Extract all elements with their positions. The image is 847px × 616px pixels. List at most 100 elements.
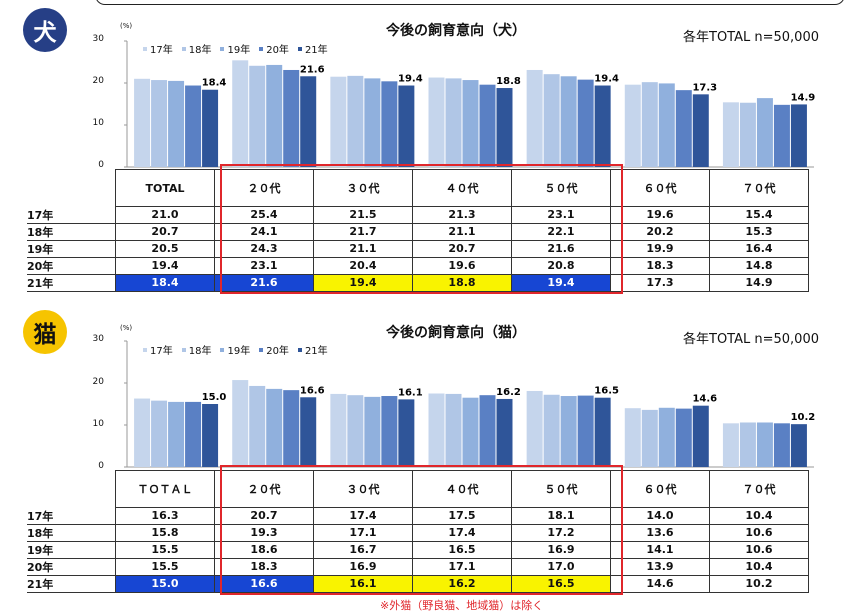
table-cell: 15.3 <box>709 223 809 241</box>
table-cell: 17.1 <box>412 558 512 576</box>
bar <box>594 85 611 167</box>
table-row: 17年 16.3 20.7 17.4 17.5 18.1 14.0 10.4 <box>27 507 809 525</box>
legend-item: 17年 <box>143 342 173 357</box>
bar <box>398 399 415 467</box>
legend-item: 18年 <box>181 342 211 357</box>
bar <box>773 423 790 467</box>
bar <box>398 85 415 167</box>
bar <box>675 408 692 467</box>
table-cell: 15.8 <box>115 524 215 542</box>
row-label: 18年 <box>27 223 116 241</box>
data-label: 10.2 <box>791 412 816 423</box>
dog-legend: 17年 18年 19年 20年 21年 <box>143 41 328 56</box>
table-cell: 25.4 <box>214 206 314 224</box>
table-cell: 15.4 <box>709 206 809 224</box>
dog-ytick-10: 10 <box>92 118 104 128</box>
column-header: ２０代 <box>214 169 314 207</box>
table-cell: 17.4 <box>412 524 512 542</box>
bar <box>658 83 675 167</box>
bar <box>790 104 807 167</box>
bar <box>266 388 283 467</box>
table-cell: 14.1 <box>610 541 710 559</box>
bar <box>624 84 641 167</box>
bar <box>692 405 709 467</box>
table-cell: 16.9 <box>511 541 611 559</box>
bar <box>526 69 543 167</box>
bar <box>283 69 300 167</box>
bar <box>249 65 266 167</box>
row-label: 21年 <box>27 274 116 292</box>
table-cell: 21.6 <box>511 240 611 258</box>
table-header-row: ＴＯＴＡＬ ２０代 ３０代 ４０代 ５０代 ６０代 ７０代 <box>27 470 809 508</box>
table-cell: 19.9 <box>610 240 710 258</box>
bar <box>624 408 641 467</box>
table-cell: 15.5 <box>115 558 215 576</box>
table-cell: 18.6 <box>214 541 314 559</box>
bar <box>283 390 300 467</box>
table-cell: 16.2 <box>412 575 512 593</box>
column-header: ７０代 <box>709 470 809 508</box>
table-cell: 10.4 <box>709 507 809 525</box>
table-cell: 19.4 <box>511 274 611 292</box>
bar <box>232 380 249 467</box>
bar <box>722 102 739 167</box>
bar <box>202 89 219 167</box>
table-row: 17年 21.0 25.4 21.5 21.3 23.1 19.6 15.4 <box>27 206 809 224</box>
legend-item: 18年 <box>181 41 211 56</box>
row-label: 19年 <box>27 240 116 258</box>
table-row: 21年 15.0 16.6 16.1 16.2 16.5 14.6 10.2 <box>27 575 809 593</box>
table-cell: 17.3 <box>610 274 710 292</box>
table-cell: 10.6 <box>709 541 809 559</box>
legend-label: 21年 <box>304 346 328 357</box>
bar <box>330 393 347 467</box>
bar <box>347 75 364 167</box>
table-cell: 16.6 <box>214 575 314 593</box>
table-cell: 18.1 <box>511 507 611 525</box>
bar <box>739 102 756 167</box>
table-row: 18年 15.8 19.3 17.1 17.4 17.2 13.6 10.6 <box>27 524 809 542</box>
bar <box>300 76 317 167</box>
bar <box>560 396 577 467</box>
data-label: 17.3 <box>692 82 717 93</box>
legend-item: 19年 <box>220 41 250 56</box>
bar <box>756 422 773 467</box>
legend-label: 20年 <box>266 45 289 56</box>
dog-sample-size: 各年TOTAL n=50,000 <box>683 30 819 45</box>
table-cell: 19.4 <box>115 257 215 275</box>
bar <box>445 78 462 167</box>
bar <box>232 60 249 167</box>
legend-swatch <box>220 347 225 352</box>
cat-ytick-30: 30 <box>92 334 104 344</box>
cat-sample-size: 各年TOTAL n=50,000 <box>683 332 819 347</box>
bar <box>756 98 773 167</box>
table-cell: 15.5 <box>115 541 215 559</box>
table-row: 20年 19.4 23.1 20.4 19.6 20.8 18.3 14.8 <box>27 257 809 275</box>
bar <box>185 401 202 467</box>
bar <box>675 90 692 167</box>
data-label: 18.4 <box>202 78 227 89</box>
data-label: 14.9 <box>791 92 816 103</box>
cat-bar-chart: 15.0 16.6 16.1 16.2 16.5 14.6 10.2 <box>124 340 816 468</box>
legend-swatch <box>220 46 225 51</box>
table-row: 21年 18.4 21.6 19.4 18.8 19.4 17.3 14.9 <box>27 274 809 292</box>
table-row: 18年 20.7 24.1 21.7 21.1 22.1 20.2 15.3 <box>27 223 809 241</box>
table-cell: 14.0 <box>610 507 710 525</box>
column-header: ３０代 <box>313 169 413 207</box>
bar <box>134 78 151 167</box>
legend-item: 21年 <box>297 342 328 357</box>
data-label: 16.5 <box>594 386 619 397</box>
bar <box>249 385 266 467</box>
table-cell: 21.5 <box>313 206 413 224</box>
table-cell: 17.5 <box>412 507 512 525</box>
table-cell: 16.5 <box>511 575 611 593</box>
table-cell: 16.5 <box>412 541 512 559</box>
table-cell: 14.6 <box>610 575 710 593</box>
table-cell: 19.3 <box>214 524 314 542</box>
data-label: 16.1 <box>398 387 423 398</box>
column-header: ６０代 <box>610 470 710 508</box>
table-cell: 21.3 <box>412 206 512 224</box>
table-cell: 16.3 <box>115 507 215 525</box>
bar <box>202 404 219 467</box>
row-label: 19年 <box>27 541 116 559</box>
column-header: ３０代 <box>313 470 413 508</box>
